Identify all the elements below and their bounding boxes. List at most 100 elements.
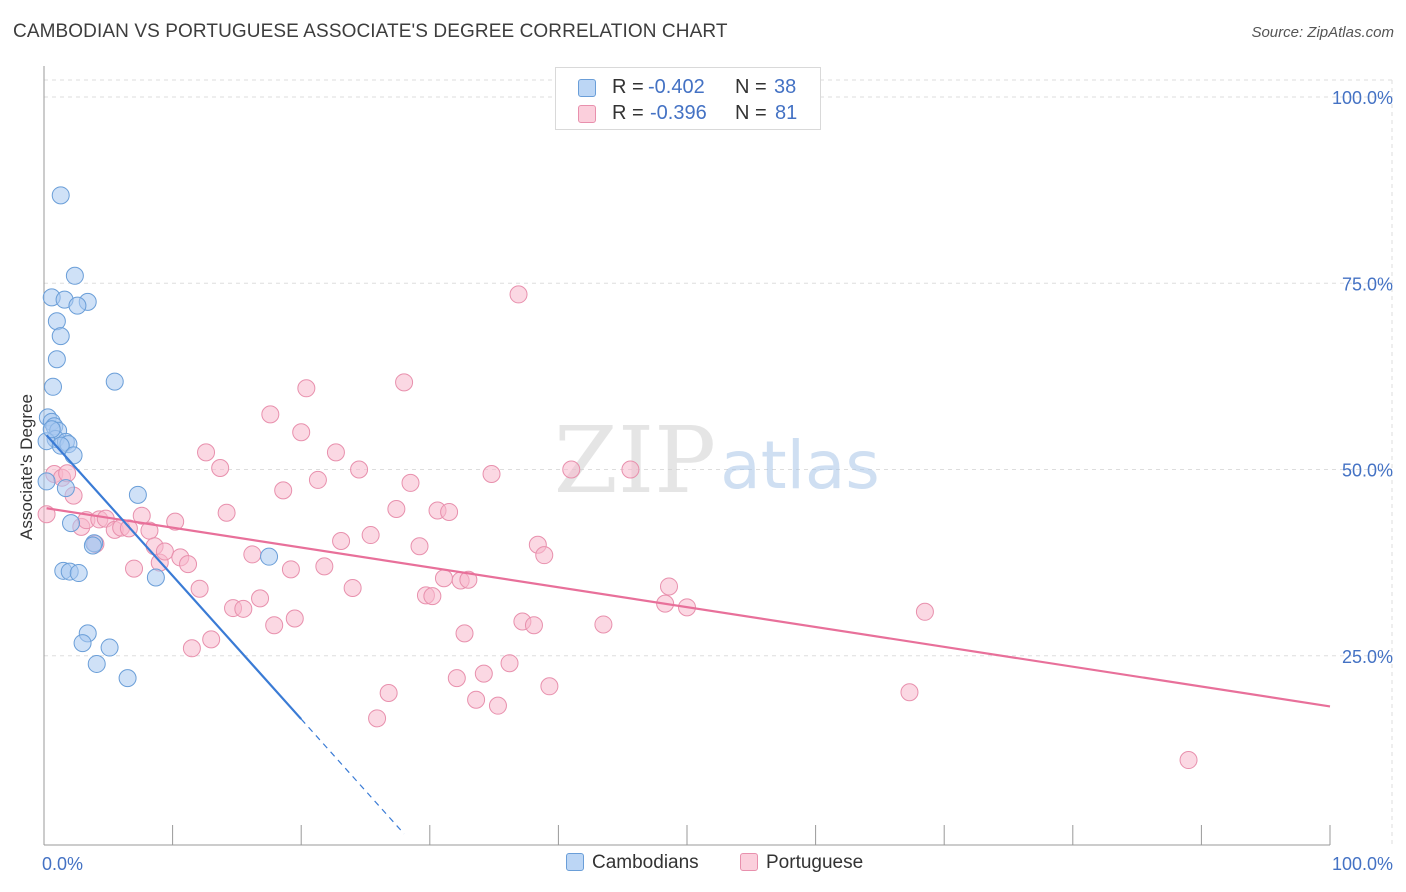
y-tick-label: 50.0% <box>1342 461 1393 481</box>
portuguese-point <box>474 664 493 683</box>
portuguese-point <box>535 546 554 565</box>
portuguese-point <box>297 379 316 398</box>
portuguese-point <box>211 459 230 478</box>
portuguese-point <box>251 589 270 608</box>
portuguese-point <box>132 506 151 525</box>
y-tick-labels: 25.0% 50.0% 75.0% 100.0% <box>1332 88 1393 667</box>
portuguese-point <box>410 537 429 556</box>
legend-n-label: N = <box>735 76 767 98</box>
cambodian-points <box>37 186 279 688</box>
portuguese-point <box>459 570 478 589</box>
portuguese-point <box>58 464 77 483</box>
portuguese-point <box>190 579 209 598</box>
cambodian-point <box>68 296 87 315</box>
cambodian-point <box>64 446 83 465</box>
portuguese-point <box>455 624 474 643</box>
legend-r-label: R = <box>612 102 644 124</box>
cambodian-swatch <box>566 853 584 871</box>
portuguese-point <box>434 569 453 588</box>
portuguese-point <box>179 555 198 574</box>
portuguese-point <box>900 683 919 702</box>
cambodian-point <box>100 638 119 657</box>
portuguese-point <box>261 405 280 424</box>
portuguese-point <box>281 560 300 579</box>
cambodian-point <box>62 514 81 533</box>
legend-n-value: 38 <box>774 76 797 98</box>
portuguese-point <box>202 630 221 649</box>
portuguese-point <box>308 470 327 489</box>
portuguese-point <box>387 499 406 518</box>
cambodian-point <box>51 436 70 455</box>
portuguese-point <box>217 503 236 522</box>
cambodian-point <box>146 568 165 587</box>
legend-item-portuguese: Portuguese <box>740 852 863 874</box>
legend-r-value: -0.396 <box>650 102 707 124</box>
cambodian-swatch <box>578 79 596 97</box>
portuguese-point <box>243 545 262 564</box>
portuguese-point <box>395 373 414 392</box>
portuguese-point <box>509 285 528 304</box>
portuguese-point <box>1179 751 1198 770</box>
cambodian-point <box>47 312 66 331</box>
portuguese-swatch <box>740 853 758 871</box>
portuguese-point <box>155 542 174 561</box>
cambodian-point <box>73 634 92 653</box>
cambodian-point <box>47 350 66 369</box>
source-label: Source: ZipAtlas.com <box>1251 24 1394 41</box>
portuguese-point <box>659 577 678 596</box>
portuguese-point <box>343 578 362 597</box>
portuguese-point <box>524 616 543 635</box>
legend-n-value: 81 <box>775 102 798 124</box>
cambodian-point <box>37 472 56 491</box>
cambodian-point <box>65 266 84 285</box>
y-tick-label: 75.0% <box>1342 274 1393 294</box>
portuguese-point <box>447 669 466 688</box>
cambodian-point <box>69 564 88 583</box>
cambodian-point <box>51 186 70 205</box>
portuguese-point <box>540 677 559 696</box>
portuguese-point <box>379 684 398 702</box>
y-axis-label: Associate's Degree <box>17 394 36 540</box>
portuguese-point <box>621 460 640 479</box>
portuguese-point <box>423 587 442 606</box>
portuguese-swatch <box>578 105 596 123</box>
x-tick-labels: 0.0% 100.0% <box>42 854 1393 874</box>
portuguese-point <box>166 512 185 531</box>
cambodian-point <box>105 372 124 391</box>
watermark-atlas: atlas <box>720 427 880 504</box>
cambodian-point <box>44 377 63 396</box>
portuguese-point <box>350 460 369 479</box>
portuguese-points <box>37 285 1198 770</box>
portuguese-point <box>292 423 311 442</box>
cambodian-point <box>51 327 70 346</box>
stats-legend: R = -0.402 N = 38 R = -0.396 N = 81 <box>555 67 821 130</box>
legend-r-label: R = <box>612 76 644 98</box>
cambodian-point <box>56 479 75 498</box>
cambodian-point <box>128 485 147 504</box>
portuguese-point <box>265 616 284 635</box>
axes <box>43 66 1331 846</box>
portuguese-point <box>285 609 304 628</box>
portuguese-point <box>197 443 216 462</box>
portuguese-trend-line <box>46 507 1331 708</box>
portuguese-point <box>401 473 420 492</box>
portuguese-point <box>326 443 345 462</box>
portuguese-point <box>332 532 351 551</box>
legend-n-label: N = <box>735 102 767 124</box>
portuguese-point <box>182 639 201 658</box>
portuguese-point <box>440 502 459 521</box>
legend-r-value: -0.402 <box>648 76 705 98</box>
portuguese-point <box>482 464 501 483</box>
cambodian-point <box>87 654 106 673</box>
cambodian-trend-line <box>45 434 303 720</box>
legend-item-cambodians: Cambodians <box>566 852 699 874</box>
portuguese-point <box>361 526 380 545</box>
trend-lines <box>45 434 1331 835</box>
portuguese-point <box>234 599 253 618</box>
y-tick-label: 25.0% <box>1342 647 1393 667</box>
x-tick-label-min: 0.0% <box>42 854 83 874</box>
portuguese-point <box>125 559 144 578</box>
portuguese-point <box>315 557 334 576</box>
portuguese-point <box>274 481 293 500</box>
